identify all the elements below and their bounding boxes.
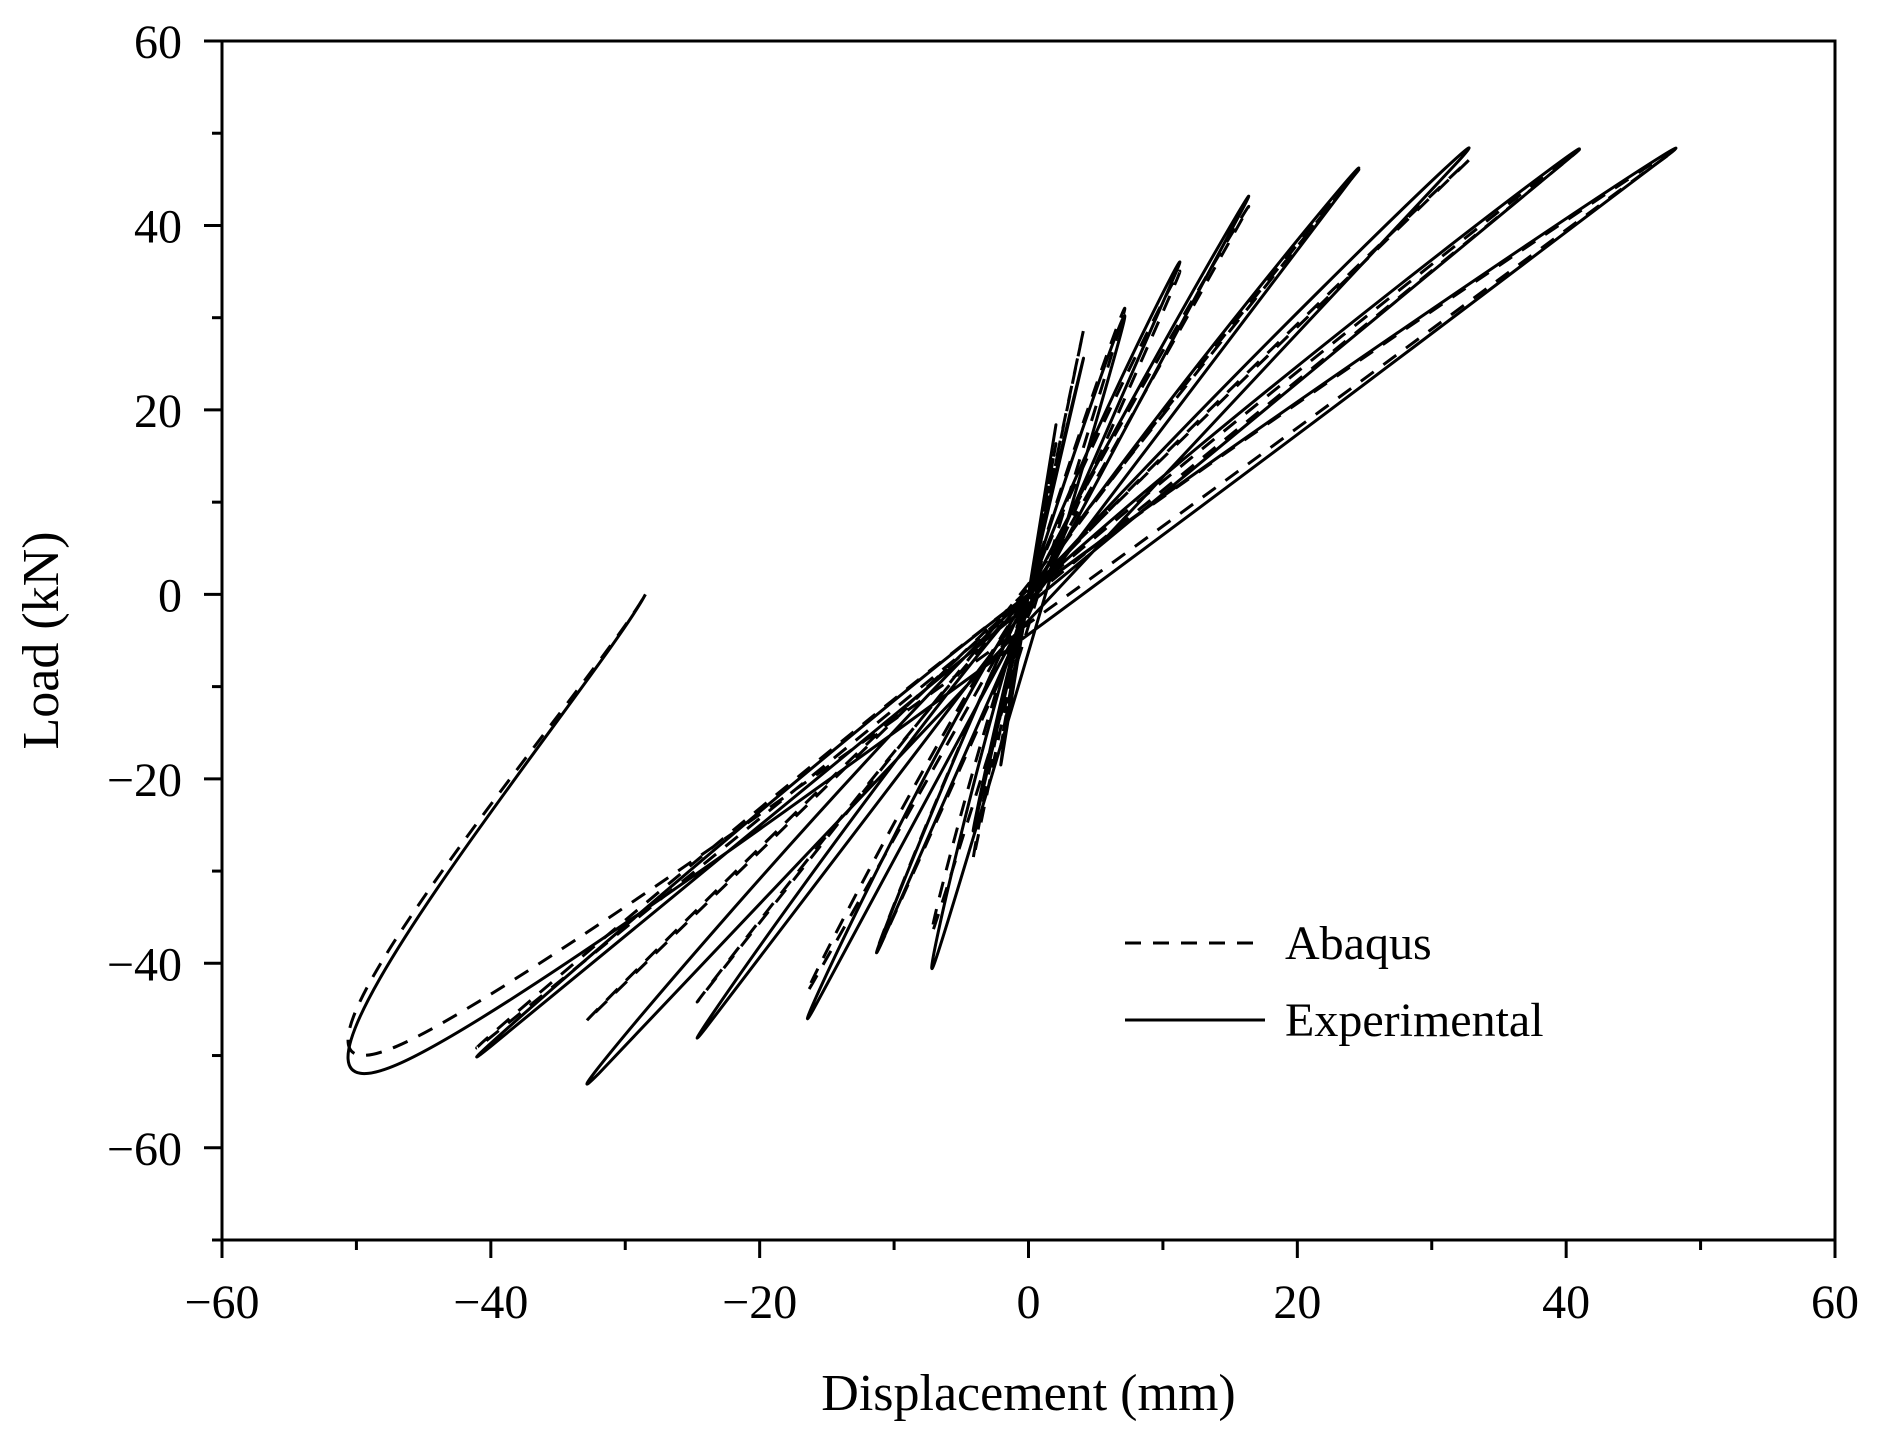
x-tick-label: −60	[184, 1276, 259, 1329]
plot-border	[220, 39, 1837, 1242]
y-tick-label: 40	[134, 200, 182, 253]
y-axis-title: Load (kN)	[13, 531, 70, 749]
legend-label-experimental: Experimental	[1285, 994, 1544, 1047]
y-axis-ticks: −60 −40 −20 0 20 40 60	[107, 16, 222, 1242]
legend: Abaqus Experimental	[1125, 917, 1544, 1047]
x-axis-ticks: −60 −40 −20 0 20 40 60	[184, 1240, 1859, 1329]
plot-frame	[220, 39, 1837, 1242]
x-tick-label: 20	[1273, 1276, 1321, 1329]
x-tick-label: −20	[722, 1276, 797, 1329]
x-tick-label: 60	[1811, 1276, 1859, 1329]
series-layer	[346, 146, 1678, 1086]
series-abaqus-curve	[346, 147, 1678, 1057]
y-tick-label: −60	[107, 1123, 182, 1176]
series-experimental-curve	[346, 146, 1678, 1086]
x-tick-label: 40	[1542, 1276, 1590, 1329]
y-tick-label: −40	[107, 938, 182, 991]
x-tick-label: −40	[453, 1276, 528, 1329]
x-tick-label: 0	[1017, 1276, 1041, 1329]
x-axis-title: Displacement (mm)	[821, 1365, 1235, 1422]
y-tick-label: 60	[134, 16, 182, 69]
y-tick-label: 0	[158, 569, 182, 622]
y-tick-label: −20	[107, 754, 182, 807]
legend-label-abaqus: Abaqus	[1285, 917, 1432, 970]
y-tick-label: 20	[134, 385, 182, 438]
